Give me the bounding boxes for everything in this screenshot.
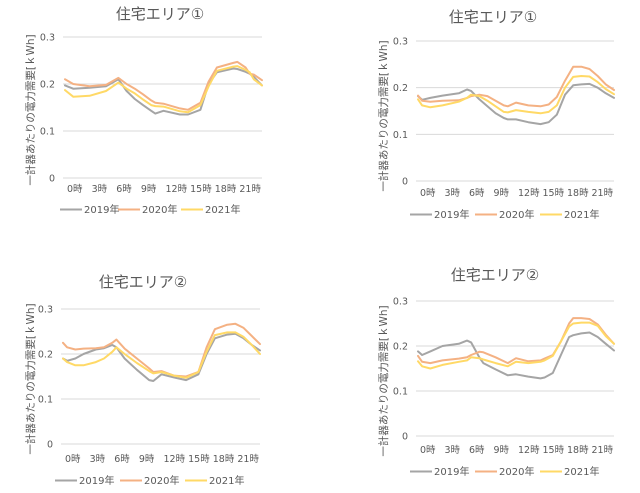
chart-title: 住宅エリア② <box>99 273 187 291</box>
series-line-2019 <box>417 331 615 380</box>
x-tick-label: 9時 <box>139 454 155 465</box>
y-tick-label: 0.3 <box>393 37 408 48</box>
chart-svg: 住宅エリア② 0 0.1 0.2 0.3 0時 3時 6時 9時 12時 15時 18時 21時 一… <box>24 273 261 487</box>
series-line-2021 <box>417 75 615 115</box>
y-tick-label: 0.1 <box>38 395 53 406</box>
legend-label: 2021年 <box>205 203 240 216</box>
series-line-2020 <box>62 322 261 378</box>
x-tick-label: 12時 <box>166 184 188 195</box>
x-tick-label: 0時 <box>420 445 436 456</box>
series-line-2021 <box>417 321 615 370</box>
chart-residential-area-2-right: 住宅エリア② 0 0.1 0.2 0.3 0時 3時 6時 9時 12時 15時 18時 21時 一… <box>320 250 640 493</box>
x-tick-label: 6時 <box>116 184 132 195</box>
x-tick-label: 15時 <box>543 445 565 456</box>
series-line-2020 <box>64 60 263 111</box>
y-axis-label: 一計器あたりの電力需要[ｋWh] <box>377 40 390 191</box>
x-tick-label: 0時 <box>420 188 436 199</box>
x-tick-label: 15時 <box>188 454 210 465</box>
x-tick-label: 3時 <box>445 188 461 199</box>
legend-label: 2021年 <box>209 474 244 487</box>
x-tick-label: 3時 <box>445 445 461 456</box>
y-tick-label: 0 <box>402 432 408 443</box>
legend-label: 2019年 <box>84 203 119 216</box>
legend-label: 2021年 <box>564 465 599 478</box>
series-line-2019 <box>62 332 261 382</box>
y-tick-label: 0 <box>49 174 55 185</box>
legend-label: 2020年 <box>499 465 534 478</box>
chart-title: 住宅エリア① <box>116 5 204 23</box>
x-tick-label: 18時 <box>215 184 237 195</box>
x-tick-label: 18時 <box>213 454 235 465</box>
x-tick-label: 9時 <box>141 184 157 195</box>
series-line-2020 <box>417 317 615 365</box>
y-tick-label: 0 <box>47 440 53 451</box>
chart-svg: 住宅エリア② 0 0.1 0.2 0.3 0時 3時 6時 9時 12時 15時 18時 21時 一… <box>377 266 615 478</box>
legend-label: 2019年 <box>434 465 469 478</box>
y-tick-label: 0.2 <box>393 342 408 353</box>
x-tick-label: 18時 <box>567 188 589 199</box>
x-tick-label: 12時 <box>518 445 540 456</box>
series-line-2019 <box>64 67 263 116</box>
x-tick-label: 21時 <box>592 188 614 199</box>
x-tick-label: 21時 <box>237 454 259 465</box>
x-tick-label: 15時 <box>190 184 212 195</box>
legend-label: 2021年 <box>564 208 599 221</box>
legend-label: 2020年 <box>142 203 177 216</box>
legend-label: 2020年 <box>499 208 534 221</box>
legend-label: 2020年 <box>144 474 179 487</box>
x-tick-label: 12時 <box>518 188 540 199</box>
x-tick-label: 6時 <box>469 445 485 456</box>
x-tick-label: 9時 <box>494 188 510 199</box>
x-tick-label: 21時 <box>239 184 261 195</box>
y-axis-label: 一計器あたりの電力需要[ｋWh] <box>24 303 37 454</box>
y-tick-label: 0.1 <box>40 127 55 138</box>
y-tick-label: 0.3 <box>393 297 408 308</box>
y-tick-label: 0.3 <box>40 33 55 44</box>
x-tick-label: 3時 <box>90 454 106 465</box>
series-line-2021 <box>62 331 261 379</box>
x-tick-label: 0時 <box>65 454 81 465</box>
legend-label: 2019年 <box>79 474 114 487</box>
chart-svg: 住宅エリア① 0 0.1 0.2 0.3 0時 3時 6時 9時 12時 15時 18時 21時 一… <box>24 5 263 216</box>
x-tick-label: 9時 <box>494 445 510 456</box>
y-tick-label: 0 <box>402 177 408 188</box>
series-line-2019 <box>417 82 615 126</box>
x-tick-label: 0時 <box>67 184 83 195</box>
chart-residential-area-1-right: 住宅エリア① 0 0.1 0.2 0.3 0時 3時 6時 9時 12時 15時 18時 21時 一… <box>320 0 640 240</box>
series-line-2020 <box>417 65 615 108</box>
chart-title: 住宅エリア① <box>449 8 537 26</box>
x-tick-label: 12時 <box>164 454 186 465</box>
chart-title: 住宅エリア② <box>451 266 539 284</box>
chart-svg: 住宅エリア① 0 0.1 0.2 0.3 0時 3時 6時 9時 12時 15時 18時 21時 一… <box>377 8 615 221</box>
y-tick-label: 0.1 <box>393 130 408 141</box>
legend-label: 2019年 <box>434 208 469 221</box>
y-tick-label: 0.2 <box>38 350 53 361</box>
x-tick-label: 21時 <box>592 445 614 456</box>
y-tick-label: 0.1 <box>393 387 408 398</box>
x-tick-label: 6時 <box>114 454 130 465</box>
x-tick-label: 6時 <box>469 188 485 199</box>
chart-residential-area-1-left: 住宅エリア① 0 0.1 0.2 0.3 0時 3時 6時 9時 12時 15時 18時 21時 一… <box>0 0 320 240</box>
y-tick-label: 0.2 <box>393 83 408 94</box>
x-tick-label: 18時 <box>567 445 589 456</box>
x-tick-label: 15時 <box>543 188 565 199</box>
series-line-2021 <box>64 65 263 114</box>
y-axis-label: 一計器あたりの電力需要[ｋWh] <box>24 34 37 185</box>
chart-residential-area-2-left: 住宅エリア② 0 0.1 0.2 0.3 0時 3時 6時 9時 12時 15時 18時 21時 一… <box>0 250 320 493</box>
y-tick-label: 0.2 <box>40 80 55 91</box>
y-tick-label: 0.3 <box>38 305 53 316</box>
x-tick-label: 3時 <box>92 184 108 195</box>
y-axis-label: 一計器あたりの電力需要[ｋWh] <box>377 305 390 456</box>
